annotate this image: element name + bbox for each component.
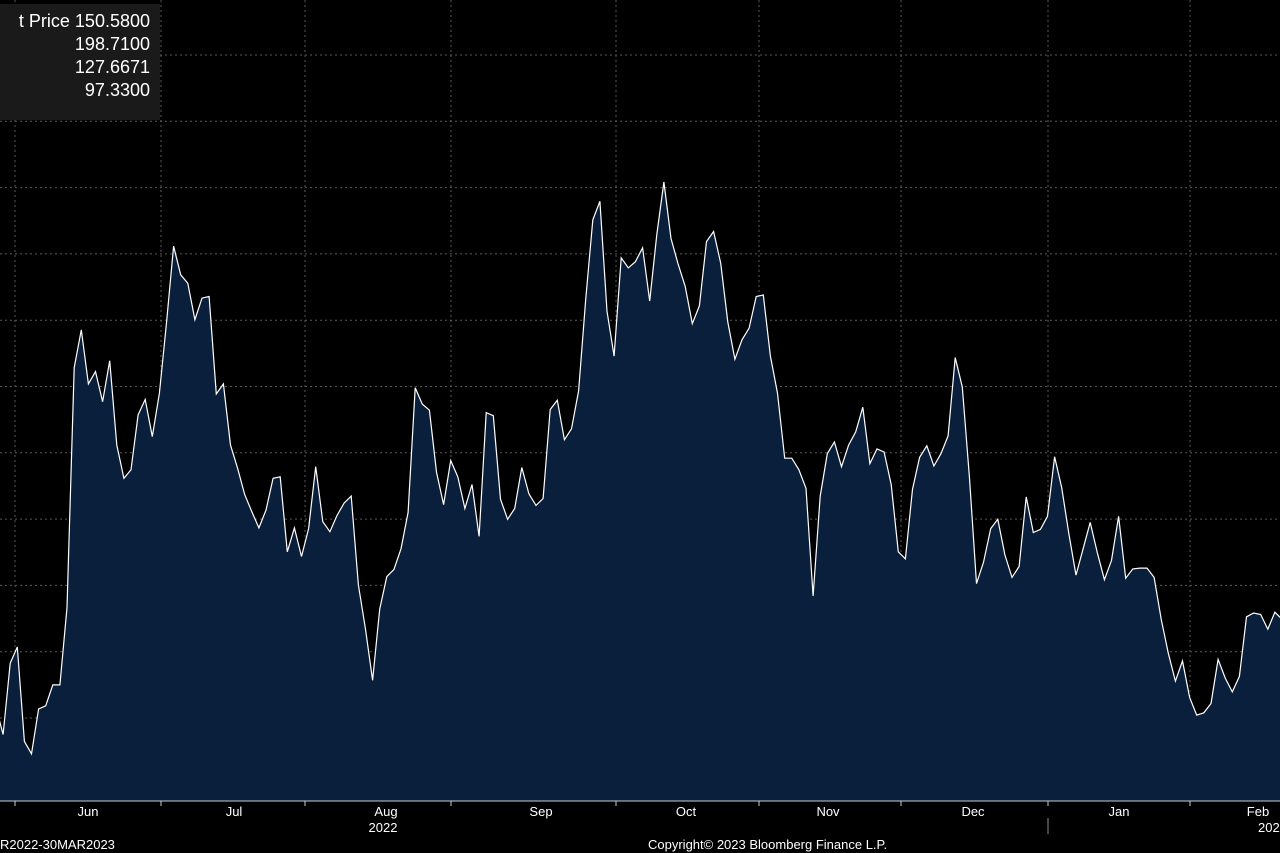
year-label: 2022 <box>369 820 398 835</box>
high-value: 198.7100 <box>74 34 150 54</box>
date-range: R2022-30MAR2023 <box>0 837 115 852</box>
average-value: 127.6671 <box>74 57 150 77</box>
low-value: 97.3300 <box>84 80 150 100</box>
last-price-row: t Price 150.5800 <box>19 10 150 32</box>
legend-box: t Price 150.5800 198.7100 127.6671 97.33… <box>0 4 160 120</box>
x-tick-label: Aug <box>374 804 397 819</box>
copyright: Copyright© 2023 Bloomberg Finance L.P. <box>648 837 888 852</box>
x-axis-ticks: Jun Jul Aug Sep Oct Nov Dec Jan Feb 2022 202 <box>14 801 1280 835</box>
x-tick-label: Jun <box>78 804 99 819</box>
x-tick-label: Oct <box>676 804 697 819</box>
last-price-label: t Price <box>18 11 70 31</box>
year-label: 202 <box>1258 820 1280 835</box>
price-line <box>0 181 1280 756</box>
price-area-fill <box>0 182 1280 801</box>
x-tick-label: Nov <box>816 804 840 819</box>
x-tick-label: Feb <box>1247 804 1269 819</box>
x-tick-label: Sep <box>529 804 552 819</box>
x-tick-label: Dec <box>961 804 985 819</box>
x-tick-label: Jul <box>226 804 243 819</box>
x-tick-label: Jan <box>1109 804 1130 819</box>
last-price-value: 150.5800 <box>74 11 150 31</box>
